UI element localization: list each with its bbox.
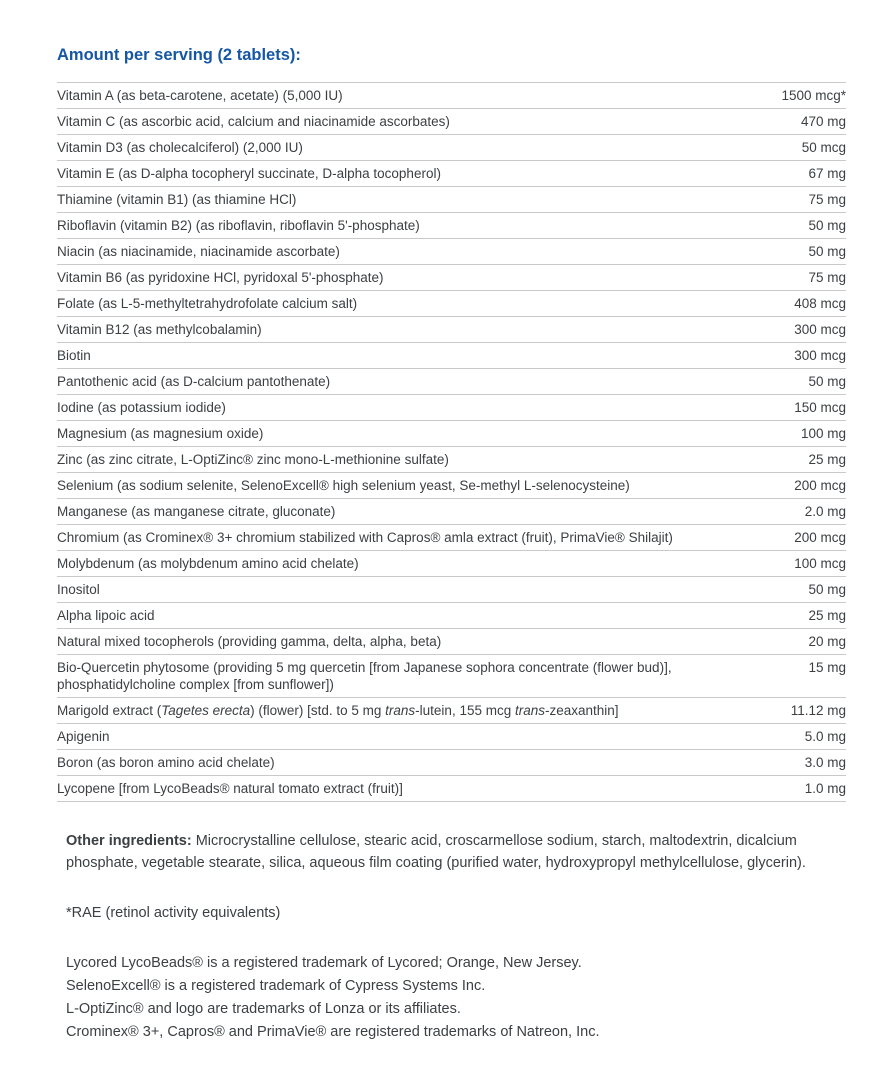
nutrient-amount: 470 mg — [800, 114, 846, 129]
table-row: Vitamin E (as D-alpha tocopheryl succina… — [57, 161, 846, 187]
nutrient-amount: 25 mg — [808, 608, 846, 623]
nutrient-amount: 75 mg — [808, 192, 846, 207]
other-ingredients-paragraph: Other ingredients: Microcrystalline cell… — [66, 830, 826, 874]
table-row: Vitamin C (as ascorbic acid, calcium and… — [57, 109, 846, 135]
nutrient-name: Marigold extract (Tagetes erecta) (flowe… — [57, 703, 619, 718]
table-row: Vitamin D3 (as cholecalciferol) (2,000 I… — [57, 135, 846, 161]
table-row: Selenium (as sodium selenite, SelenoExce… — [57, 473, 846, 499]
trademark-line: L-OptiZinc® and logo are trademarks of L… — [66, 1001, 461, 1017]
table-row: Chromium (as Crominex® 3+ chromium stabi… — [57, 525, 846, 551]
trademark-line: SelenoExcell® is a registered trademark … — [66, 978, 486, 994]
table-row: Iodine (as potassium iodide) 150 mcg — [57, 395, 846, 421]
nutrient-name: Vitamin B6 (as pyridoxine HCl, pyridoxal… — [57, 270, 384, 285]
table-row: Zinc (as zinc citrate, L-OptiZinc® zinc … — [57, 447, 846, 473]
nutrient-amount: 300 mcg — [794, 348, 846, 363]
table-row: Vitamin B6 (as pyridoxine HCl, pyridoxal… — [57, 265, 846, 291]
nutrient-name: Zinc (as zinc citrate, L-OptiZinc® zinc … — [57, 452, 449, 467]
nutrient-name: Chromium (as Crominex® 3+ chromium stabi… — [57, 530, 673, 545]
nutrient-name: Alpha lipoic acid — [57, 608, 155, 623]
nutrient-amount: 25 mg — [808, 452, 846, 467]
nutrient-amount: 50 mg — [808, 582, 846, 597]
nutrient-name: Manganese (as manganese citrate, glucona… — [57, 504, 336, 519]
nutrient-amount: 20 mg — [808, 634, 846, 649]
table-row: Manganese (as manganese citrate, glucona… — [57, 499, 846, 525]
nutrient-amount: 200 mcg — [794, 530, 846, 545]
other-ingredients-label: Other ingredients: — [66, 833, 192, 849]
nutrient-amount: 50 mg — [808, 374, 846, 389]
trademark-line: Lycored LycoBeads® is a registered trade… — [66, 955, 582, 971]
nutrient-name: Lycopene [from LycoBeads® natural tomato… — [57, 781, 403, 796]
nutrient-name: Folate (as L-5-methyltetrahydrofolate ca… — [57, 296, 358, 311]
nutrient-amount: 50 mg — [808, 244, 846, 259]
nutrient-amount: 408 mcg — [794, 296, 846, 311]
nutrient-name: Vitamin E (as D-alpha tocopheryl succina… — [57, 166, 441, 181]
table-row: Inositol 50 mg — [57, 577, 846, 603]
table-row: Riboflavin (vitamin B2) (as riboflavin, … — [57, 213, 846, 239]
table-row: Niacin (as niacinamide, niacinamide asco… — [57, 239, 846, 265]
nutrient-amount: 200 mcg — [794, 478, 846, 493]
nutrient-name: Molybdenum (as molybdenum amino acid che… — [57, 556, 359, 571]
nutrient-name: Vitamin A (as beta-carotene, acetate) (5… — [57, 88, 343, 103]
nutrient-amount: 67 mg — [808, 166, 846, 181]
table-row: Alpha lipoic acid 25 mg — [57, 603, 846, 629]
nutrient-name: Biotin — [57, 348, 91, 363]
nutrient-table: Vitamin A (as beta-carotene, acetate) (5… — [57, 82, 846, 802]
nutrient-name: Apigenin — [57, 729, 110, 744]
nutrient-amount: 3.0 mg — [804, 755, 846, 770]
nutrient-name: Natural mixed tocopherols (providing gam… — [57, 634, 442, 649]
nutrient-amount: 75 mg — [808, 270, 846, 285]
nutrient-amount: 50 mg — [808, 218, 846, 233]
table-row: Biotin 300 mcg — [57, 343, 846, 369]
table-row: Apigenin 5.0 mg — [57, 724, 846, 750]
nutrient-amount: 2.0 mg — [804, 504, 846, 519]
table-row: Natural mixed tocopherols (providing gam… — [57, 629, 846, 655]
nutrient-amount: 50 mcg — [801, 140, 846, 155]
other-ingredients-text: Microcrystalline cellulose, stearic acid… — [66, 833, 806, 871]
nutrient-amount: 150 mcg — [794, 400, 846, 415]
table-row: Marigold extract (Tagetes erecta) (flowe… — [57, 698, 846, 724]
nutrient-name: Inositol — [57, 582, 100, 597]
nutrient-name: Bio-Quercetin phytosome (providing 5 mg … — [57, 660, 672, 692]
notes-section: Other ingredients: Microcrystalline cell… — [66, 830, 846, 1044]
table-row: Molybdenum (as molybdenum amino acid che… — [57, 551, 846, 577]
nutrient-name: Pantothenic acid (as D-calcium pantothen… — [57, 374, 331, 389]
nutrient-amount: 1.0 mg — [804, 781, 846, 796]
nutrient-name: Boron (as boron amino acid chelate) — [57, 755, 275, 770]
nutrient-amount: 11.12 mg — [790, 703, 846, 718]
table-row: Magnesium (as magnesium oxide) 100 mg — [57, 421, 846, 447]
table-row: Vitamin B12 (as methylcobalamin) 300 mcg — [57, 317, 846, 343]
table-row: Pantothenic acid (as D-calcium pantothen… — [57, 369, 846, 395]
rae-note: *RAE (retinol activity equivalents) — [66, 905, 281, 921]
nutrient-amount: 5.0 mg — [804, 729, 846, 744]
table-row: Boron (as boron amino acid chelate) 3.0 m… — [57, 750, 846, 776]
nutrient-name: Iodine (as potassium iodide) — [57, 400, 226, 415]
amount-per-serving-title: Amount per serving (2 tablets): — [57, 46, 301, 64]
nutrient-name: Riboflavin (vitamin B2) (as riboflavin, … — [57, 218, 420, 233]
nutrient-amount: 100 mcg — [794, 556, 846, 571]
nutrient-name: Niacin (as niacinamide, niacinamide asco… — [57, 244, 340, 259]
nutrient-name: Vitamin B12 (as methylcobalamin) — [57, 322, 262, 337]
nutrient-name: Magnesium (as magnesium oxide) — [57, 426, 264, 441]
nutrient-name: Thiamine (vitamin B1) (as thiamine HCl) — [57, 192, 297, 207]
nutrient-amount: 15 mg — [808, 660, 846, 675]
table-row: Bio-Quercetin phytosome (providing 5 mg … — [57, 655, 846, 698]
nutrient-amount: 300 mcg — [794, 322, 846, 337]
nutrient-amount: 1500 mcg* — [781, 88, 846, 103]
table-row: Vitamin A (as beta-carotene, acetate) (5… — [57, 83, 846, 109]
table-row: Thiamine (vitamin B1) (as thiamine HCl) 7… — [57, 187, 846, 213]
nutrient-name: Selenium (as sodium selenite, SelenoExce… — [57, 478, 630, 493]
table-row: Lycopene [from LycoBeads® natural tomato… — [57, 776, 846, 802]
table-row: Folate (as L-5-methyltetrahydrofolate ca… — [57, 291, 846, 317]
trademark-line: Crominex® 3+, Capros® and PrimaVie® are … — [66, 1024, 600, 1040]
nutrient-name: Vitamin C (as ascorbic acid, calcium and… — [57, 114, 450, 129]
nutrient-name: Vitamin D3 (as cholecalciferol) (2,000 I… — [57, 140, 303, 155]
nutrient-amount: 100 mg — [800, 426, 846, 441]
trademark-notes: Lycored LycoBeads® is a registered trade… — [66, 952, 826, 1044]
